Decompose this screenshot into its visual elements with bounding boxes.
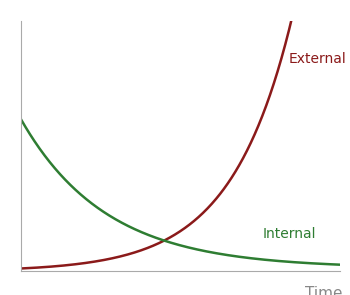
Text: Effort: Effort [0, 0, 38, 1]
Text: External: External [288, 52, 346, 66]
Text: Time: Time [305, 286, 343, 295]
Text: Internal: Internal [263, 227, 316, 241]
